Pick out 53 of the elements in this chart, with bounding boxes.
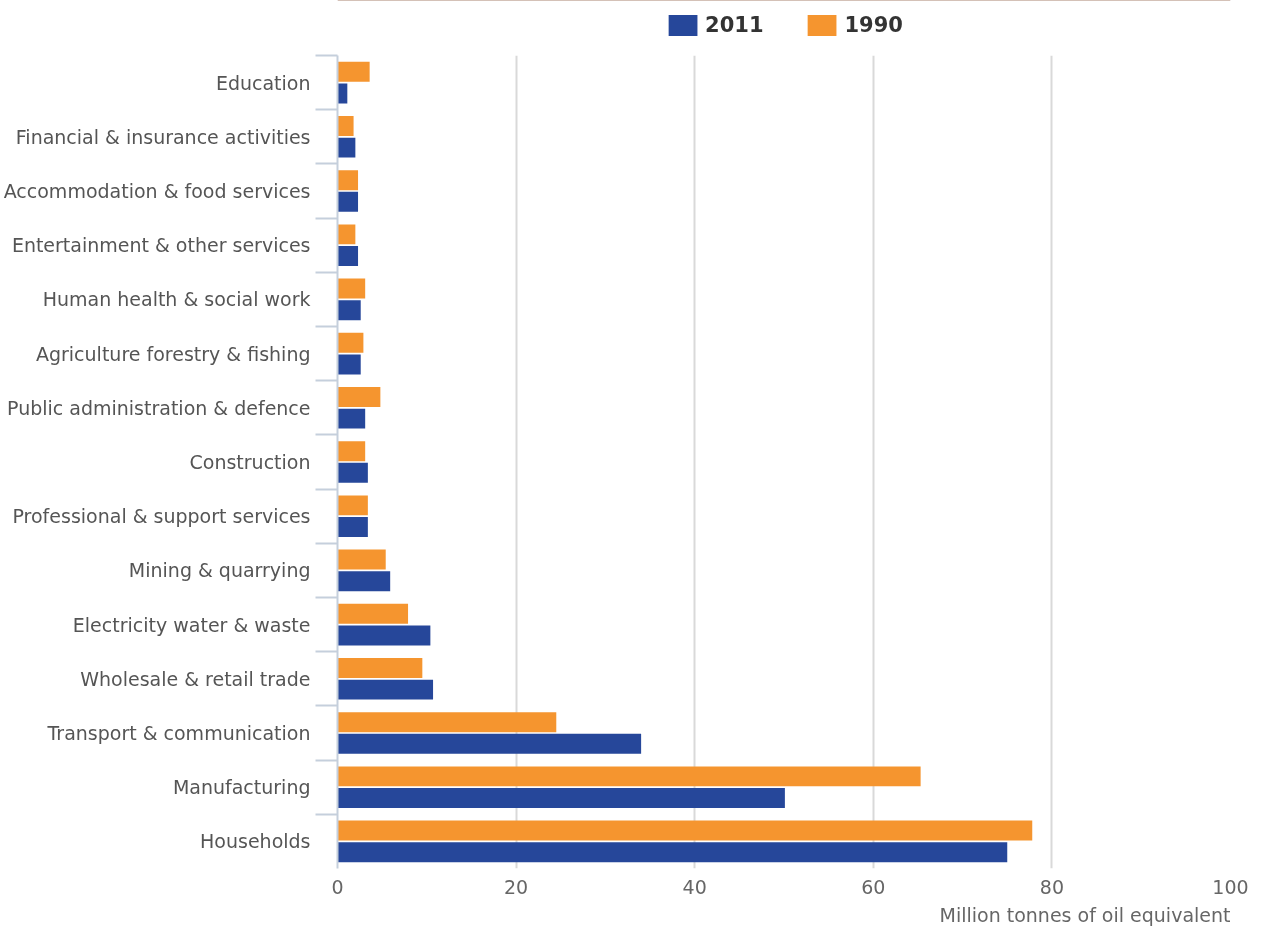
bar: [337, 441, 366, 462]
y-tick-label: Human health & social work: [42, 288, 311, 311]
bar: [337, 842, 1008, 863]
y-tick-label: Manufacturing: [172, 776, 311, 799]
legend-label: 2011: [705, 13, 764, 37]
y-tick-label: Households: [200, 830, 311, 853]
y-tick-label: Financial & insurance activities: [15, 125, 311, 148]
bar: [337, 766, 921, 787]
bar: [337, 191, 359, 212]
bar: [337, 788, 785, 809]
bar: [337, 549, 386, 570]
y-tick-label: Accommodation & food services: [3, 180, 311, 202]
x-tick-label: 20: [504, 875, 529, 898]
bar: [337, 820, 1033, 841]
bar: [337, 712, 557, 733]
bar: [337, 603, 409, 624]
y-tick-label: Entertainment & other services: [11, 234, 311, 257]
bar: [337, 115, 354, 136]
x-tick-label: 60: [861, 875, 886, 898]
x-tick-label: 100: [1212, 875, 1249, 898]
bar: [337, 224, 356, 245]
y-tick-label: Professional & support services: [12, 505, 311, 528]
bar: [337, 61, 370, 82]
y-tick-label: Education: [215, 71, 311, 94]
bar: [337, 733, 642, 754]
x-tick-label: 0: [331, 875, 344, 898]
x-tick-label: 80: [1039, 875, 1064, 898]
bar: [337, 278, 366, 299]
bar: [337, 571, 391, 592]
x-axis-title: Million tonnes of oil equivalent: [939, 903, 1231, 926]
bar: [337, 408, 366, 429]
y-tick-label: Electricity water & waste: [72, 613, 311, 636]
bar: [337, 300, 361, 321]
bar: [337, 625, 431, 646]
y-tick-label: Public administration & defence: [7, 396, 311, 419]
y-tick-label: Mining & quarrying: [128, 559, 311, 582]
y-tick-label: Construction: [189, 451, 311, 473]
y-tick-label: Agriculture forestry & fishing: [35, 342, 311, 365]
bar: [337, 462, 368, 483]
legend-label: 1990: [844, 13, 903, 37]
bar: [337, 170, 359, 191]
bar: [337, 354, 361, 375]
bar: [337, 679, 434, 700]
bar: [337, 246, 359, 267]
y-tick-label: Wholesale & retail trade: [80, 667, 311, 690]
bar: [337, 386, 381, 407]
bar: [337, 495, 368, 516]
y-tick-label: Transport & communication: [46, 722, 311, 744]
bar: [337, 657, 423, 678]
bar: [337, 517, 368, 538]
bar: [337, 137, 356, 158]
x-tick-label: 40: [682, 875, 707, 898]
bar: [337, 332, 364, 353]
